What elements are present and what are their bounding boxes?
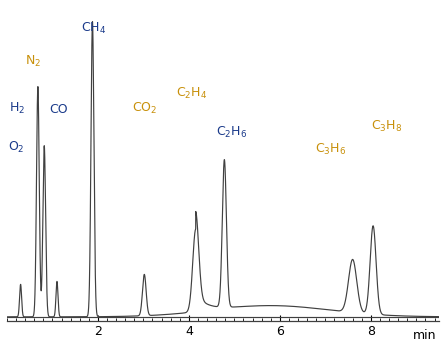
Text: C$_3$H$_8$: C$_3$H$_8$ — [371, 119, 402, 134]
Text: CO$_2$: CO$_2$ — [132, 101, 158, 116]
Text: min: min — [413, 329, 437, 342]
Text: CO: CO — [49, 103, 68, 116]
Text: C$_2$H$_6$: C$_2$H$_6$ — [216, 125, 248, 140]
Text: C$_2$H$_4$: C$_2$H$_4$ — [176, 86, 207, 101]
Text: N$_2$: N$_2$ — [25, 54, 41, 69]
Text: CH$_4$: CH$_4$ — [81, 21, 106, 37]
Text: O$_2$: O$_2$ — [8, 140, 25, 155]
Text: C$_3$H$_6$: C$_3$H$_6$ — [315, 142, 347, 157]
Text: H$_2$: H$_2$ — [9, 101, 25, 116]
